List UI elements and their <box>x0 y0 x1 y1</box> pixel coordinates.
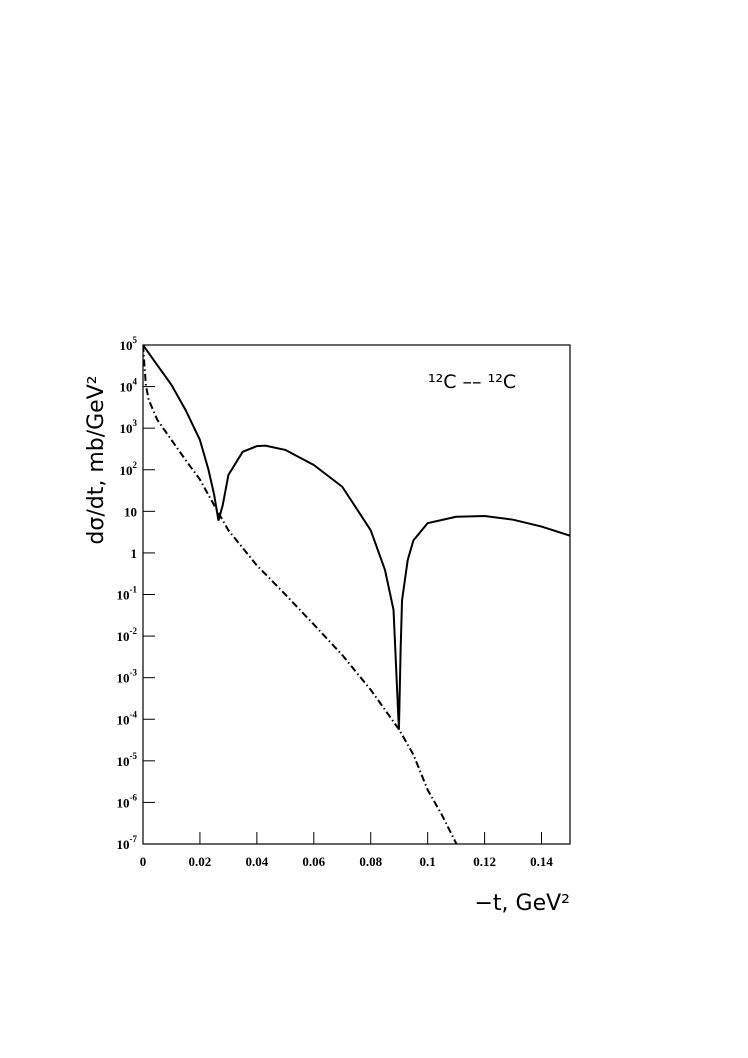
y-tick-label: 105 <box>120 335 138 353</box>
y-tick-base: 10 <box>117 837 130 852</box>
annotation: ¹²C –– ¹²C <box>428 371 516 393</box>
x-tick-label: 0 <box>140 854 147 869</box>
y-tick-label: 1 <box>131 546 138 561</box>
y-tick-label: 104 <box>120 377 138 395</box>
x-tick-label: 0.08 <box>359 854 382 869</box>
y-tick-label: 10-4 <box>117 709 138 727</box>
y-tick-exponent: -5 <box>130 751 138 761</box>
y-tick-exponent: -7 <box>130 834 138 844</box>
y-tick-exponent: 2 <box>133 460 138 470</box>
plot-frame <box>142 344 571 845</box>
y-tick-label: 10-3 <box>117 668 138 686</box>
y-tick-exponent: 4 <box>133 377 138 387</box>
y-tick-exponent: -3 <box>130 668 138 678</box>
y-tick-base: 10 <box>120 338 133 353</box>
y-tick-label: 103 <box>120 418 138 436</box>
y-tick-base: 10 <box>117 795 130 810</box>
y-tick-label: 10-1 <box>117 585 138 603</box>
y-axis-label: dσ/dt, mb/GeV² <box>84 375 109 544</box>
y-tick-label: 102 <box>120 460 138 478</box>
y-tick-exponent: -6 <box>130 792 138 802</box>
x-tick-label: 0.06 <box>302 854 325 869</box>
y-tick-exponent: 3 <box>133 418 138 428</box>
y-tick-base: 10 <box>117 588 130 603</box>
y-tick-base: 10 <box>117 629 130 644</box>
y-tick-label: 10-6 <box>117 792 138 810</box>
x-tick-label: 0.04 <box>245 854 268 869</box>
y-tick-base: 10 <box>120 421 133 436</box>
y-tick-label: 10 <box>124 504 137 519</box>
x-tick-label: 0.02 <box>189 854 212 869</box>
y-tick-exponent: -4 <box>130 709 138 719</box>
x-tick-label: 0.12 <box>473 854 496 869</box>
y-tick-base: 10 <box>120 380 133 395</box>
y-tick-base: 10 <box>120 463 133 478</box>
x-tick-label: 0.1 <box>420 854 436 869</box>
y-tick-label: 10-2 <box>117 626 138 644</box>
y-tick-base: 10 <box>117 712 130 727</box>
y-tick-base: 10 <box>117 754 130 769</box>
x-tick-label: 0.14 <box>530 854 553 869</box>
y-tick-base: 10 <box>117 671 130 686</box>
x-axis-label: −t, GeV² <box>475 891 571 916</box>
y-tick-label: 10-7 <box>117 834 138 852</box>
series-line <box>143 345 570 730</box>
y-tick-exponent: 5 <box>133 335 138 345</box>
y-tick-exponent: -2 <box>130 626 138 636</box>
y-tick-exponent: -1 <box>130 585 138 595</box>
y-tick-label: 10-5 <box>117 751 138 769</box>
